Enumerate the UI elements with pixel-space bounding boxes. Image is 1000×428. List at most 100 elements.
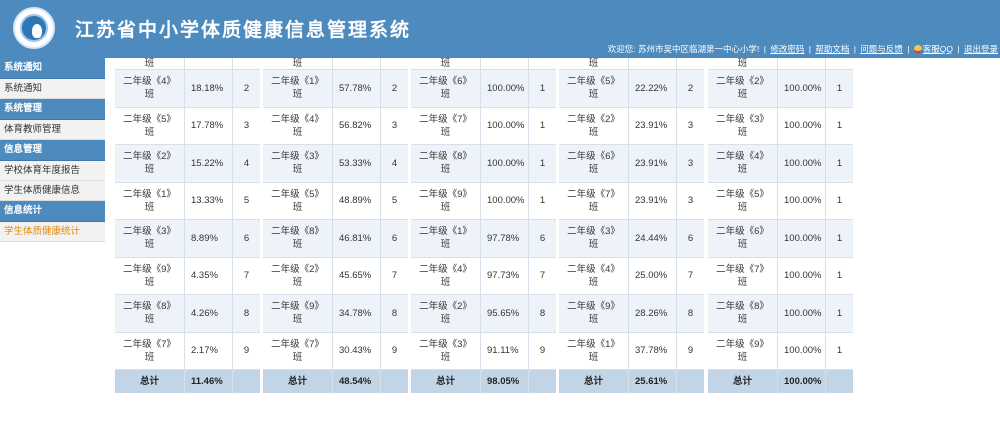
table-row: 二年级《3》班 100.00% 1: [708, 107, 853, 145]
class-name-cell: 二年级《8》班: [263, 220, 333, 257]
rank-cell: 8: [539, 307, 546, 319]
table-row: 二年级《7》班 23.91% 3: [559, 182, 704, 220]
rank-cell: 9: [243, 345, 250, 357]
percentage-cell: 30.43%: [333, 332, 381, 369]
class-name-cell: 二年级《9》班: [115, 257, 185, 294]
table-row: 二年级《2》班 15.22% 4: [115, 145, 260, 183]
user-bar: 欢迎您: 苏州市吴中区临湖第一中心小学! | 修改密码 | 帮助文档 | 问题与…: [607, 44, 998, 54]
total-rank-cell: [826, 370, 853, 393]
class-name-cell: 二年级《5》班: [115, 107, 185, 144]
sidebar-item-health-statistics[interactable]: 学生体质健康统计: [0, 222, 105, 242]
rank-cell: 9: [687, 345, 694, 357]
class-name-cell: 二年级《6》班: [559, 145, 629, 182]
rank-cell: 1: [836, 157, 843, 169]
rank-cell: 1: [836, 82, 843, 94]
table-row: 二年级《4》班 97.73% 7: [411, 257, 556, 295]
total-value: 48.54%: [333, 370, 381, 393]
percentage-cell: 100.00%: [481, 107, 529, 144]
table-row: 二年级《2》班 45.65% 7: [263, 257, 408, 295]
table-row: 二年级《4》班 25.00% 7: [559, 257, 704, 295]
rank-cell: 1: [539, 120, 546, 132]
sidebar: 系统通知 系统通知 系统管理 体育教师管理 信息管理 学校体育年度报告 学生体质…: [0, 58, 105, 242]
table-row: 二年级《7》班 100.00% 1: [411, 107, 556, 145]
rank-cell: 1: [836, 120, 843, 132]
sidebar-item-student-health-info[interactable]: 学生体质健康信息: [0, 181, 105, 201]
rank-cell: 8: [243, 307, 250, 319]
table-row-partial: 班: [263, 58, 408, 70]
table-row-partial: 班: [411, 58, 556, 70]
table-row-partial: 班: [115, 58, 260, 70]
rank-cell: 3: [687, 195, 694, 207]
percentage-cell: 4.26%: [185, 295, 233, 332]
percentage-cell: 48.89%: [333, 182, 381, 219]
sidebar-item-pe-teachers[interactable]: 体育教师管理: [0, 120, 105, 140]
class-name-cell: 二年级《3》班: [411, 332, 481, 369]
table-row: 二年级《7》班 100.00% 1: [708, 257, 853, 295]
table-row: 二年级《3》班 53.33% 4: [263, 145, 408, 183]
table-row: 二年级《9》班 100.00% 1: [708, 332, 853, 370]
stat-table: 班二年级《6》班 100.00% 1 二年级《7》班 100.00% 1 二年级《8》班 10…: [411, 58, 556, 393]
table-row: 二年级《2》班 100.00% 1: [708, 70, 853, 108]
class-name-cell: 二年级《4》班: [263, 107, 333, 144]
percentage-cell: 95.65%: [481, 295, 529, 332]
class-name-cell: 班: [411, 58, 481, 69]
class-name-cell: 二年级《3》班: [559, 220, 629, 257]
total-label: 总计: [559, 370, 629, 393]
rank-cell: 2: [391, 82, 398, 94]
class-name-cell: 二年级《9》班: [263, 295, 333, 332]
rank-cell: 1: [836, 232, 843, 244]
class-name-cell: 二年级《8》班: [708, 295, 778, 332]
class-name-cell: 二年级《9》班: [708, 332, 778, 369]
sidebar-item-notifications[interactable]: 系统通知: [0, 79, 105, 99]
rank-cell: 5: [391, 195, 398, 207]
table-row: 二年级《2》班 23.91% 3: [559, 107, 704, 145]
class-name-cell: 二年级《1》班: [411, 220, 481, 257]
class-name-cell: 二年级《1》班: [559, 332, 629, 369]
total-row: 总计 100.00%: [708, 370, 853, 393]
table-row: 二年级《9》班 100.00% 1: [411, 182, 556, 220]
class-name-cell: 二年级《2》班: [708, 70, 778, 107]
table-row: 二年级《5》班 100.00% 1: [708, 182, 853, 220]
percentage-cell: 97.78%: [481, 220, 529, 257]
rank-cell: 3: [687, 120, 694, 132]
change-password-link[interactable]: 修改密码: [770, 44, 805, 54]
percentage-cell: 100.00%: [778, 70, 826, 107]
class-name-cell: 二年级《1》班: [263, 70, 333, 107]
customer-service-qq-link[interactable]: 客服QQ: [922, 44, 954, 54]
rank-cell: [529, 58, 556, 69]
logo-icon: [13, 7, 55, 49]
percentage-cell: [185, 58, 233, 69]
percentage-cell: 57.78%: [333, 70, 381, 107]
rank-cell: [381, 58, 408, 69]
percentage-cell: 100.00%: [778, 182, 826, 219]
rank-cell: 6: [243, 232, 250, 244]
table-row: 二年级《6》班 23.91% 3: [559, 145, 704, 183]
percentage-cell: 97.73%: [481, 257, 529, 294]
percentage-cell: [778, 58, 826, 69]
class-name-cell: 二年级《6》班: [411, 70, 481, 107]
table-row: 二年级《5》班 17.78% 3: [115, 107, 260, 145]
rank-cell: 1: [836, 270, 843, 282]
percentage-cell: 18.18%: [185, 70, 233, 107]
rank-cell: 1: [836, 307, 843, 319]
rank-cell: 4: [391, 157, 398, 169]
welcome-text: 欢迎您: 苏州市吴中区临湖第一中心小学!: [607, 44, 760, 54]
total-value: 11.46%: [185, 370, 233, 393]
table-row: 二年级《1》班 97.78% 6: [411, 220, 556, 258]
percentage-cell: 4.35%: [185, 257, 233, 294]
rank-cell: 1: [836, 195, 843, 207]
percentage-cell: 13.33%: [185, 182, 233, 219]
table-row: 二年级《9》班 4.35% 7: [115, 257, 260, 295]
rank-cell: 6: [539, 232, 546, 244]
rank-cell: [826, 58, 853, 69]
table-row: 二年级《6》班 100.00% 1: [411, 70, 556, 108]
percentage-cell: 28.26%: [629, 295, 677, 332]
feedback-link[interactable]: 问题与反馈: [860, 44, 903, 54]
help-docs-link[interactable]: 帮助文档: [815, 44, 850, 54]
sidebar-item-annual-report[interactable]: 学校体育年度报告: [0, 161, 105, 181]
class-name-cell: 二年级《3》班: [115, 220, 185, 257]
percentage-cell: 2.17%: [185, 332, 233, 369]
table-row-partial: 班: [708, 58, 853, 70]
table-row: 二年级《4》班 56.82% 3: [263, 107, 408, 145]
logout-link[interactable]: 退出登录: [963, 44, 998, 54]
